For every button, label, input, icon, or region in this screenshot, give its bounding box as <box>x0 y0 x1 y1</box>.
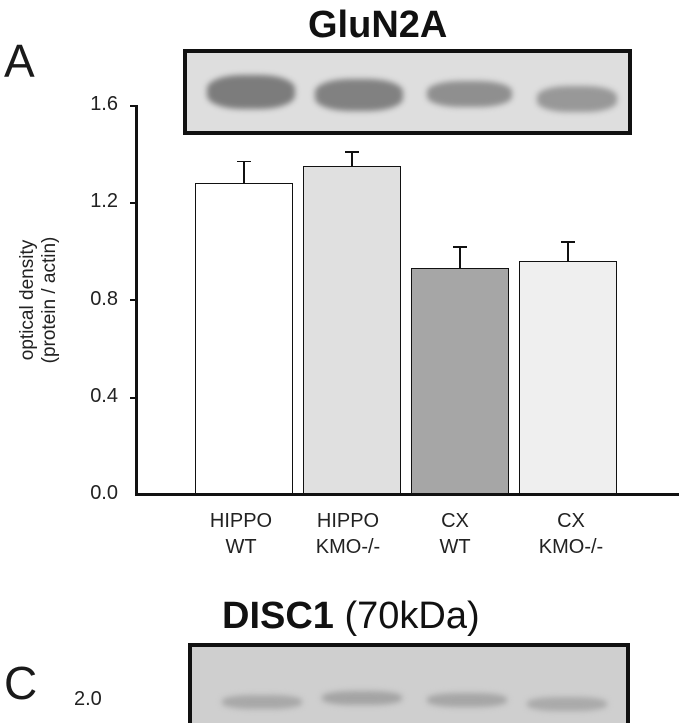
error-bar-cap <box>345 151 359 153</box>
x-label-cx-kmo: CX KMO-/- <box>516 508 626 560</box>
y-tick-1.6: 1.6 <box>90 93 118 115</box>
blot-band-3 <box>427 693 507 707</box>
panel-c-title-protein: DISC1 <box>222 595 334 637</box>
error-bar-cap <box>237 160 251 163</box>
error-bar <box>459 246 461 268</box>
y-tick-mark <box>130 397 136 399</box>
y-axis-label-line2: (protein / actin) <box>39 236 60 364</box>
x-label-line2: WT <box>439 536 471 558</box>
western-blot-gluN2A <box>183 49 632 135</box>
y-tick-0.0: 0.0 <box>90 482 118 504</box>
error-bar <box>243 160 245 183</box>
x-label-line2: KMO-/- <box>538 536 604 558</box>
x-label-line1: CX <box>557 510 585 532</box>
x-label-cx-wt: CX WT <box>400 508 510 560</box>
bar-hippo-kmo- <box>303 165 401 494</box>
blot-band-2 <box>315 79 403 111</box>
western-blot-disc1 <box>188 643 630 723</box>
y-axis-label: optical density (protein / actin) <box>17 185 61 415</box>
x-label-line1: HIPPO <box>316 510 380 532</box>
blot-band-3 <box>427 81 512 107</box>
bar-cx-kmo- <box>519 260 617 494</box>
bar-cx-wt <box>411 267 509 494</box>
y-tick-0.8: 0.8 <box>90 288 118 310</box>
x-label-line2: KMO-/- <box>315 536 381 558</box>
error-bar-cap <box>561 241 575 243</box>
chart-title: GluN2A <box>308 4 448 46</box>
x-label-hippo-wt: HIPPO WT <box>186 508 296 560</box>
x-axis-line <box>135 493 679 496</box>
y-tick-1.2: 1.2 <box>90 190 118 212</box>
panel-c-title: DISC1 (70kDa) <box>222 597 480 635</box>
panel-c-title-size: (70kDa) <box>333 595 480 637</box>
blot-band-1 <box>222 695 302 709</box>
panel-a-letter: A <box>4 35 35 87</box>
error-bar <box>351 151 353 166</box>
blot-band-4 <box>527 697 607 711</box>
y-tick-0.4: 0.4 <box>90 385 118 407</box>
y-axis-line <box>135 105 138 495</box>
x-label-hippo-kmo: HIPPO KMO-/- <box>293 508 403 560</box>
x-label-line1: CX <box>441 510 469 532</box>
y-tick-mark <box>130 105 136 107</box>
y-tick-mark <box>130 202 136 204</box>
error-bar-cap <box>453 246 467 248</box>
panel-c-letter: C <box>4 657 38 709</box>
error-bar <box>567 241 569 261</box>
bar-hippo-wt <box>195 182 293 494</box>
blot-band-4 <box>537 86 617 112</box>
blot-band-2 <box>322 691 402 705</box>
x-label-line1: HIPPO <box>209 510 273 532</box>
y-tick-mark <box>130 299 136 301</box>
blot-band-1 <box>207 75 295 109</box>
y-axis-label-line1: optical density <box>17 239 38 361</box>
x-label-line2: WT <box>225 536 257 558</box>
